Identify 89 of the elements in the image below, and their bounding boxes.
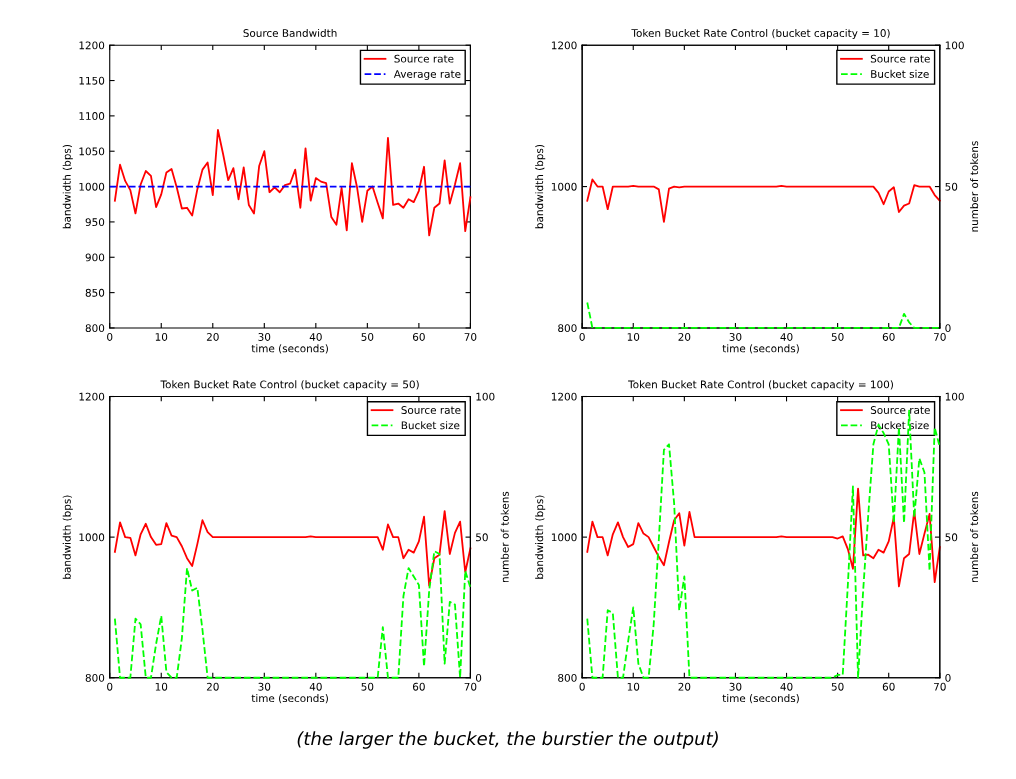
y-tick-label: 1100 [79, 112, 105, 120]
y-tick-label: 1050 [79, 147, 105, 156]
line-series [586, 178, 941, 223]
x-tick-label: 30 [258, 333, 271, 341]
x-tick-label: 40 [780, 333, 793, 341]
x-tick-label: 70 [464, 333, 477, 341]
y2-axis-title: number of tokens [970, 141, 979, 232]
chart-title: Token Bucket Rate Control (bucket capacity = 50) [160, 380, 419, 391]
y-tick-label: 850 [85, 288, 105, 297]
y-tick-label: 1150 [79, 76, 105, 85]
y2-tick-label: 50 [945, 533, 958, 542]
x-tick-label: 50 [831, 333, 844, 341]
x-tick-label: 60 [882, 682, 895, 691]
y-tick-label: 800 [85, 324, 105, 333]
y-tick-label: 950 [85, 218, 105, 227]
x-tick-label: 70 [464, 682, 477, 691]
y2-tick-label: 100 [945, 392, 964, 401]
chart-title: Token Bucket Rate Control (bucket capacity = 100) [628, 380, 893, 391]
line-series [586, 487, 941, 588]
x-tick-label: 10 [627, 682, 640, 691]
y-tick-label: 1000 [551, 533, 577, 542]
y2-tick-label: 50 [476, 533, 488, 542]
x-tick-label: 30 [258, 682, 271, 691]
x-tick-label: 70 [934, 682, 946, 691]
chart-title: Source Bandwidth [243, 28, 337, 37]
y-tick-label: 1200 [551, 392, 577, 401]
x-tick-label: 40 [780, 682, 793, 691]
y-axis-title: bandwidth (bps) [535, 144, 546, 229]
x-tick-label: 50 [831, 682, 844, 691]
line-series [113, 510, 472, 587]
y-tick-label: 800 [558, 324, 577, 333]
y-tick-label: 1200 [79, 392, 105, 401]
x-tick-label: 60 [412, 682, 425, 691]
y2-tick-label: 0 [475, 673, 482, 682]
x-tick-label: 60 [882, 333, 895, 341]
x-tick-label: 10 [155, 682, 168, 691]
legend-label: Bucket size [871, 69, 929, 78]
legend-label: Source rate [870, 406, 930, 414]
x-tick-label: 0 [107, 682, 113, 691]
text: (the larger the bucket, the burstier the output) [297, 731, 718, 749]
y-tick-label: 1000 [79, 182, 105, 191]
y2-tick-label: 0 [945, 673, 951, 682]
y-tick-label: 900 [85, 253, 105, 262]
legend-label: Average rate [393, 70, 461, 80]
x-axis-title: time (seconds) [722, 694, 799, 704]
y-tick-label: 1000 [79, 533, 105, 542]
y-axis-title: bandwidth (bps) [62, 495, 73, 579]
y2-tick-label: 100 [945, 41, 964, 50]
y-tick-label: 1000 [551, 182, 577, 191]
x-tick-label: 60 [412, 333, 425, 341]
legend-label: Bucket size [401, 421, 460, 430]
legend-label: Source rate [394, 54, 454, 63]
y2-tick-label: 100 [476, 392, 495, 401]
x-axis-title: time (seconds) [251, 694, 328, 704]
chart-title: Token Bucket Rate Control (bucket capacity = 10) [631, 28, 890, 40]
line-series [113, 129, 472, 237]
x-tick-label: 10 [627, 333, 640, 341]
x-tick-label: 20 [678, 682, 691, 691]
y-tick-label: 1200 [551, 41, 577, 50]
x-tick-label: 30 [729, 333, 742, 341]
y2-tick-label: 0 [945, 324, 951, 333]
x-tick-label: 20 [678, 333, 691, 341]
y2-axis-title: number of tokens [500, 491, 509, 583]
legend-label: Bucket size [871, 421, 929, 430]
y-axis-title: bandwidth (bps) [62, 144, 73, 229]
legend-label: Source rate [401, 406, 461, 414]
x-axis-title: time (seconds) [251, 344, 328, 354]
y2-tick-label: 50 [945, 182, 958, 191]
x-axis-title: time (seconds) [722, 344, 799, 354]
x-tick-label: 20 [206, 682, 219, 691]
y-tick-label: 800 [85, 673, 105, 682]
x-tick-label: 20 [206, 333, 219, 341]
x-tick-label: 40 [309, 333, 322, 341]
x-tick-label: 10 [155, 333, 168, 341]
legend-label: Source rate [870, 54, 930, 63]
x-tick-label: 70 [934, 333, 946, 341]
x-tick-label: 30 [729, 682, 742, 691]
x-tick-label: 0 [579, 333, 585, 341]
x-tick-label: 0 [579, 682, 585, 691]
x-tick-label: 50 [361, 682, 374, 691]
y-tick-label: 800 [558, 673, 577, 682]
line-series [113, 550, 472, 679]
x-tick-label: 50 [361, 333, 374, 341]
y-axis-title: bandwidth (bps) [535, 495, 546, 579]
x-tick-label: 40 [309, 682, 322, 691]
line-series [586, 301, 941, 329]
x-tick-label: 0 [107, 333, 113, 341]
y-tick-label: 1200 [79, 41, 105, 50]
y2-axis-title: number of tokens [970, 491, 979, 583]
